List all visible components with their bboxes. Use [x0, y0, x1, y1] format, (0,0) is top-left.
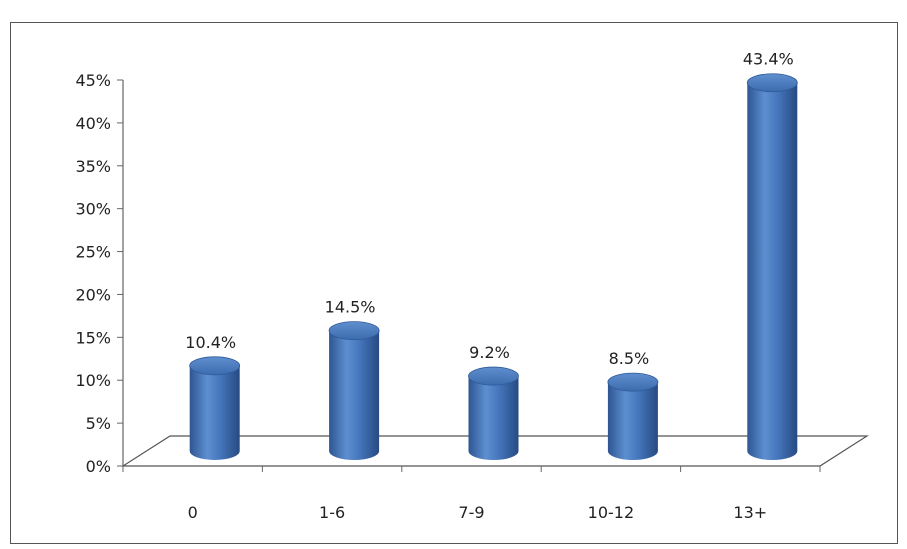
- data-label: 14.5%: [325, 298, 376, 317]
- bar-body: [468, 376, 519, 460]
- y-tick-label: 45%: [75, 71, 111, 90]
- bar-body: [189, 365, 240, 460]
- data-label: 10.4%: [185, 333, 236, 352]
- bar-body: [747, 82, 798, 461]
- bar: [607, 372, 659, 460]
- y-tick-label: 30%: [75, 200, 111, 219]
- data-label: 9.2%: [469, 343, 510, 362]
- x-tick-label: 13+: [733, 503, 767, 522]
- x-tick-label: 1-6: [319, 503, 345, 522]
- y-tick-label: 15%: [75, 328, 111, 347]
- y-tick-label: 0%: [86, 457, 111, 476]
- bar: [189, 356, 241, 460]
- bar: [746, 73, 798, 461]
- bar-cap: [328, 321, 380, 341]
- bar: [328, 321, 380, 460]
- y-tick-label: 35%: [75, 157, 111, 176]
- data-label: 8.5%: [609, 349, 650, 368]
- y-tick-label: 20%: [75, 285, 111, 304]
- bar-body: [329, 330, 380, 460]
- y-tick-label: 40%: [75, 114, 111, 133]
- bar-cap: [468, 366, 519, 386]
- data-label: 43.4%: [743, 50, 794, 69]
- y-tick-label: 25%: [75, 243, 111, 262]
- bar-cap: [189, 356, 241, 376]
- bar-cap: [746, 73, 798, 93]
- x-tick-label: 7-9: [458, 503, 484, 522]
- x-tick-label: 0: [188, 503, 198, 522]
- bar-body: [607, 382, 658, 460]
- y-tick-label: 5%: [86, 414, 111, 433]
- bar: [468, 366, 519, 460]
- x-tick-label: 10-12: [588, 503, 635, 522]
- y-tick-label: 10%: [75, 371, 111, 390]
- bar-cap: [607, 372, 659, 392]
